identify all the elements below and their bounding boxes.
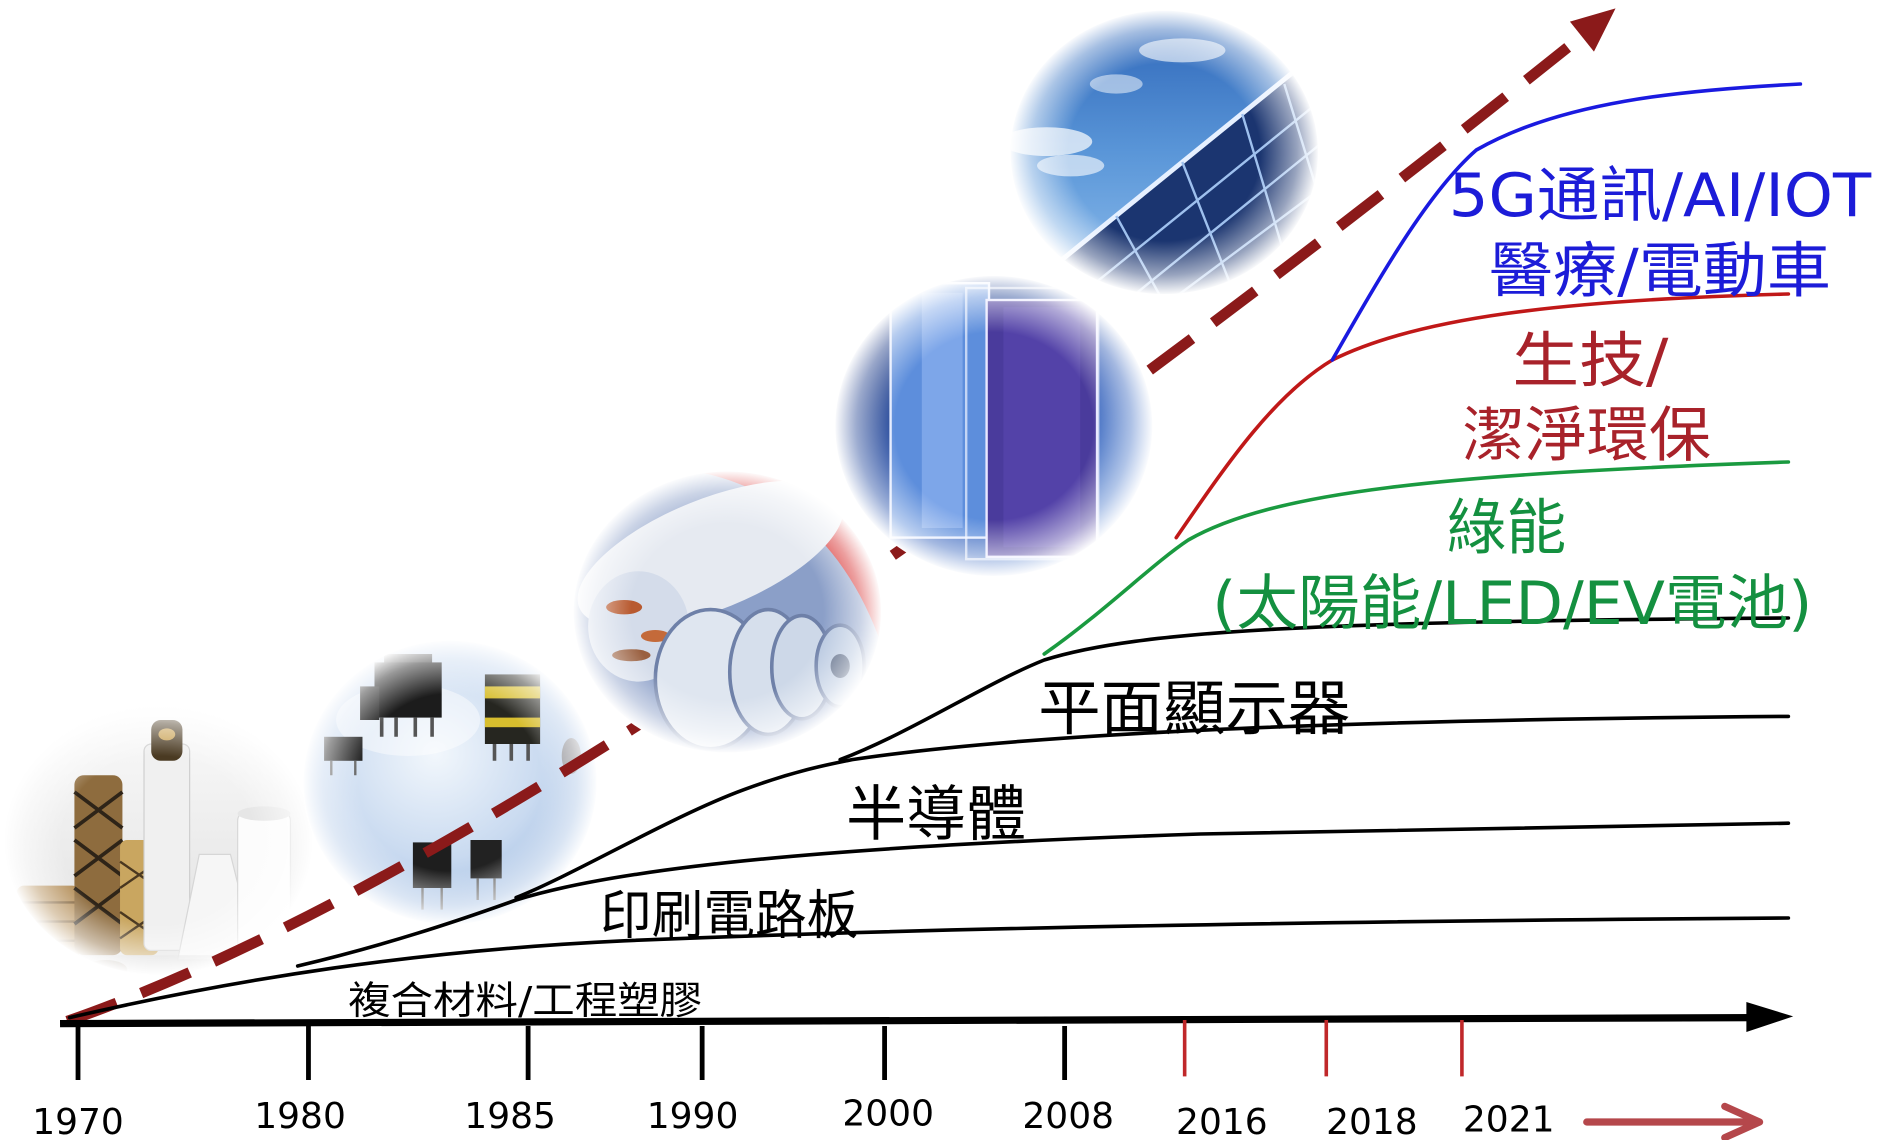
year-label: 2000 bbox=[842, 1094, 934, 1135]
timeline-axis-line bbox=[60, 1014, 1755, 1028]
5g-ai-iot-curve bbox=[1330, 82, 1803, 362]
green-energy-curve bbox=[1042, 460, 1791, 656]
year-label: 1970 bbox=[32, 1102, 124, 1140]
year-label: 1980 bbox=[254, 1096, 346, 1137]
composite-materials-label: 複合材料/工程塑膠 bbox=[348, 979, 702, 1024]
year-label: 2018 bbox=[1326, 1102, 1418, 1140]
green-energy-detail-label: (太陽能/LED/EV電池) bbox=[1212, 569, 1812, 639]
5g-ai-iot-label: 5G通訊/AI/IOT bbox=[1449, 161, 1872, 231]
industry-labels: 複合材料/工程塑膠 印刷電路板 半導體 平面顯示器 綠能 (太陽能/LED/EV… bbox=[348, 161, 1871, 1024]
growth-trend-arrowhead bbox=[1569, 8, 1616, 52]
future-arrow-icon bbox=[1583, 1102, 1764, 1140]
green-energy-label: 綠能 bbox=[1446, 493, 1566, 563]
timeline-axis: 1970 1980 1985 1990 2000 2008 2016 2018 … bbox=[32, 1002, 1794, 1140]
clean-environment-label: 潔淨環保 bbox=[1463, 401, 1711, 471]
biotech-label: 生技/ bbox=[1512, 327, 1669, 397]
year-label: 2016 bbox=[1176, 1102, 1268, 1140]
fiberglass-yarn-photo-icon bbox=[3, 704, 314, 976]
timeline-axis-arrowhead bbox=[1746, 1002, 1794, 1032]
solar-panel-photo-icon bbox=[1009, 9, 1320, 296]
semiconductor-curve bbox=[514, 714, 1791, 900]
flat-panel-display-label: 平面顯示器 bbox=[1038, 675, 1350, 745]
display-panels-photo-icon bbox=[834, 274, 1154, 578]
pcb-label: 印刷電路板 bbox=[600, 886, 858, 947]
flat-panel-display-curve bbox=[838, 616, 1791, 762]
optical-discs-photo-icon bbox=[572, 470, 883, 754]
year-label: 2021 bbox=[1463, 1100, 1555, 1140]
composite-materials-curve bbox=[67, 916, 1791, 1020]
semiconductor-label: 半導體 bbox=[846, 780, 1026, 850]
year-label: 1985 bbox=[464, 1096, 556, 1137]
year-label: 1990 bbox=[647, 1096, 739, 1137]
electronic-components-photo-icon bbox=[302, 639, 598, 926]
industry-curves bbox=[67, 82, 1803, 1020]
year-label: 2008 bbox=[1022, 1096, 1114, 1137]
pcb-curve bbox=[295, 821, 1791, 968]
medical-ev-label: 醫療/電動車 bbox=[1489, 237, 1831, 307]
biotech-environment-curve bbox=[1174, 292, 1791, 540]
